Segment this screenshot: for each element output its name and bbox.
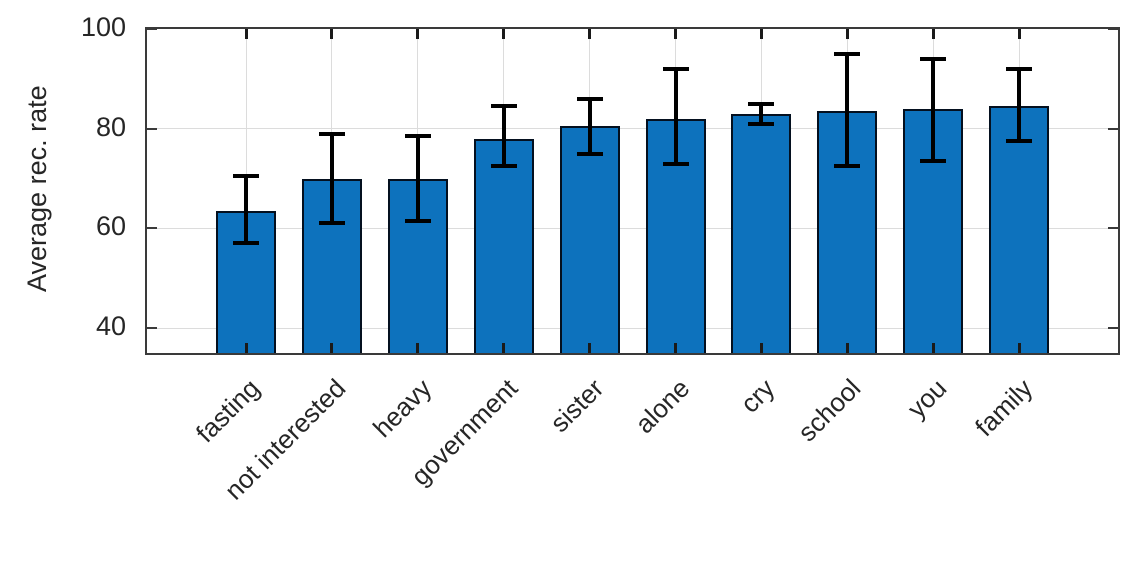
errorbar-cap-hi-sister <box>576 96 603 101</box>
y-tick-left-60 <box>147 227 157 230</box>
y-tick-label-60: 60 <box>95 211 126 242</box>
x-tick-top-fasting <box>244 29 248 39</box>
x-tick-top-family <box>1017 29 1021 39</box>
errorbar-cap-lo-government <box>490 164 517 169</box>
x-tick-top-government <box>502 29 506 39</box>
errorbar-cap-hi-cry <box>748 101 775 106</box>
errorbar-stem-heavy <box>415 136 420 221</box>
gridline-h-40 <box>147 327 1118 329</box>
errorbar-cap-hi-alone <box>662 66 689 71</box>
errorbar-cap-lo-sister <box>576 151 603 156</box>
errorbar-stem-school <box>845 53 850 167</box>
x-tick-top-not-interested <box>330 29 334 39</box>
plot-area <box>145 27 1120 355</box>
bar-fasting <box>216 210 276 353</box>
errorbar-cap-lo-fasting <box>233 241 259 246</box>
x-tick-bottom-heavy <box>416 343 420 353</box>
bar-sister <box>559 126 620 353</box>
errorbar-cap-lo-school <box>834 164 861 169</box>
errorbar-stem-sister <box>587 98 592 154</box>
y-tick-left-80 <box>147 127 157 130</box>
x-tick-bottom-not-interested <box>330 343 334 353</box>
x-tick-top-cry <box>759 29 763 39</box>
errorbar-cap-lo-alone <box>662 161 689 166</box>
x-tick-bottom-sister <box>588 343 592 353</box>
errorbar-cap-lo-heavy <box>404 218 431 223</box>
y-tick-left-100 <box>147 28 157 30</box>
errorbar-stem-cry <box>759 103 764 124</box>
errorbar-cap-hi-school <box>834 51 861 56</box>
x-tick-bottom-government <box>502 343 506 353</box>
errorbar-cap-lo-cry <box>748 121 775 126</box>
errorbar-cap-hi-not-interested <box>318 131 345 136</box>
x-tick-bottom-alone <box>674 343 677 353</box>
bar-government <box>473 138 534 353</box>
errorbar-cap-hi-government <box>490 104 517 109</box>
errorbar-stem-government <box>501 106 506 167</box>
y-tick-left-40 <box>147 327 157 330</box>
y-axis-label: Average rec. rate <box>22 85 52 293</box>
x-tick-top-sister <box>588 29 592 39</box>
errorbar-stem-alone <box>673 68 678 164</box>
gridline-h-80 <box>147 128 1118 130</box>
errorbar-stem-family <box>1017 68 1022 142</box>
bar-family <box>989 106 1050 353</box>
errorbar-cap-hi-you <box>920 56 947 61</box>
x-tick-top-heavy <box>416 29 420 39</box>
y-tick-label-100: 100 <box>80 12 126 42</box>
errorbar-cap-lo-you <box>920 159 947 164</box>
errorbar-stem-not-interested <box>329 133 334 224</box>
errorbar-stem-fasting <box>244 176 248 244</box>
errorbar-cap-hi-family <box>1006 66 1033 71</box>
x-tick-top-you <box>931 29 935 39</box>
errorbar-cap-lo-not-interested <box>318 221 345 226</box>
x-tick-top-alone <box>674 29 677 39</box>
y-tick-right-40 <box>1108 327 1118 330</box>
errorbar-cap-hi-fasting <box>233 174 259 179</box>
x-tick-bottom-school <box>845 343 849 353</box>
errorbar-cap-hi-heavy <box>404 134 431 139</box>
y-tick-right-80 <box>1108 127 1118 130</box>
x-tick-bottom-fasting <box>244 343 248 353</box>
gridline-h-60 <box>147 227 1118 229</box>
x-tick-bottom-cry <box>759 343 763 353</box>
x-tick-bottom-family <box>1017 343 1021 353</box>
bar-cry <box>731 113 792 353</box>
errorbar-cap-lo-family <box>1006 139 1033 144</box>
y-tick-right-60 <box>1108 227 1118 230</box>
x-tick-bottom-you <box>931 343 935 353</box>
y-tick-label-80: 80 <box>95 111 126 142</box>
errorbar-stem-you <box>931 58 936 162</box>
x-tick-top-school <box>845 29 849 39</box>
y-tick-label-40: 40 <box>95 311 126 342</box>
y-tick-right-100 <box>1108 28 1118 30</box>
